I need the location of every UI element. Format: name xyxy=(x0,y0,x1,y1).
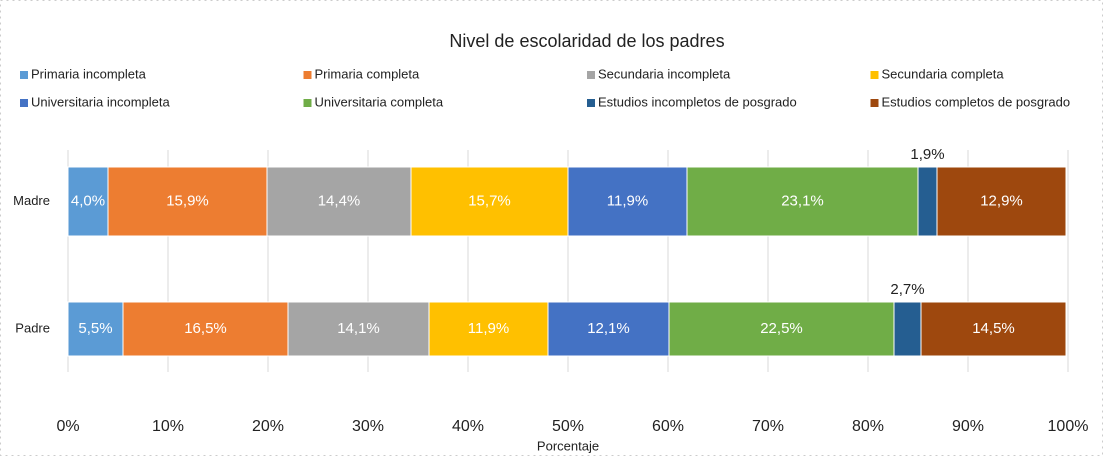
data-label: 22,5% xyxy=(760,320,803,337)
x-tick-label: 30% xyxy=(352,418,384,435)
legend-label: Universitaria completa xyxy=(315,94,444,109)
x-tick-label: 20% xyxy=(252,418,284,435)
bar-segment xyxy=(567,166,688,237)
data-label: 12,9% xyxy=(980,192,1023,209)
bar-segment xyxy=(686,166,919,237)
bar-segment xyxy=(917,166,938,237)
legend-label: Universitaria incompleta xyxy=(31,94,170,109)
bar-segment xyxy=(287,301,430,357)
bar-segment xyxy=(410,166,569,237)
legend-label: Primaria incompleta xyxy=(31,66,147,81)
legend-label: Primaria completa xyxy=(315,66,421,81)
bar-segment xyxy=(428,301,549,357)
x-tick-label: 10% xyxy=(152,418,184,435)
x-tick-label: 90% xyxy=(952,418,984,435)
bar-segment xyxy=(122,301,289,357)
y-tick-label: Padre xyxy=(15,320,50,335)
data-label: 11,9% xyxy=(468,320,509,337)
bar-segment xyxy=(67,301,124,357)
x-axis-label: Porcentaje xyxy=(537,438,599,453)
bar-segment xyxy=(266,166,412,237)
legend-label: Estudios incompletos de posgrado xyxy=(598,94,797,109)
x-tick-label: 0% xyxy=(56,418,79,435)
legend-label: Estudios completos de posgrado xyxy=(882,94,1071,109)
legend-swatch xyxy=(587,99,595,107)
data-label: 4,0% xyxy=(71,192,105,209)
chart-title: Nivel de escolaridad de los padres xyxy=(449,31,724,51)
data-label: 12,1% xyxy=(587,320,630,337)
legend-swatch xyxy=(303,99,312,107)
legend-swatch xyxy=(587,71,595,79)
bar-segment xyxy=(920,301,1067,357)
data-label: 23,1% xyxy=(781,192,824,209)
bar-segment xyxy=(547,301,670,357)
legend-swatch xyxy=(20,99,28,107)
data-label: 5,5% xyxy=(78,320,112,337)
legend-label: Secundaria incompleta xyxy=(598,66,731,81)
legend-swatch xyxy=(303,71,312,79)
x-tick-label: 40% xyxy=(452,418,484,435)
data-label: 15,9% xyxy=(166,192,209,209)
x-tick-label: 60% xyxy=(652,418,684,435)
data-label: 1,9% xyxy=(910,146,944,163)
data-label: 11,9% xyxy=(607,192,648,209)
legend-swatch xyxy=(20,71,28,79)
x-tick-label: 100% xyxy=(1048,418,1089,435)
data-label: 14,5% xyxy=(972,320,1015,337)
data-label: 15,7% xyxy=(468,192,511,209)
legend-label: Secundaria completa xyxy=(882,66,1005,81)
x-tick-label: 80% xyxy=(852,418,884,435)
bar-segment xyxy=(107,166,268,237)
bar-segment xyxy=(893,301,922,357)
data-label: 2,7% xyxy=(890,281,924,298)
legend-swatch xyxy=(870,71,879,79)
x-tick-label: 70% xyxy=(752,418,784,435)
bar-segment xyxy=(936,166,1067,237)
data-label: 16,5% xyxy=(184,320,227,337)
legend-swatch xyxy=(870,99,879,107)
y-tick-label: Madre xyxy=(13,193,50,208)
data-label: 14,4% xyxy=(318,192,361,209)
x-tick-label: 50% xyxy=(552,418,584,435)
data-label: 14,1% xyxy=(337,320,380,337)
